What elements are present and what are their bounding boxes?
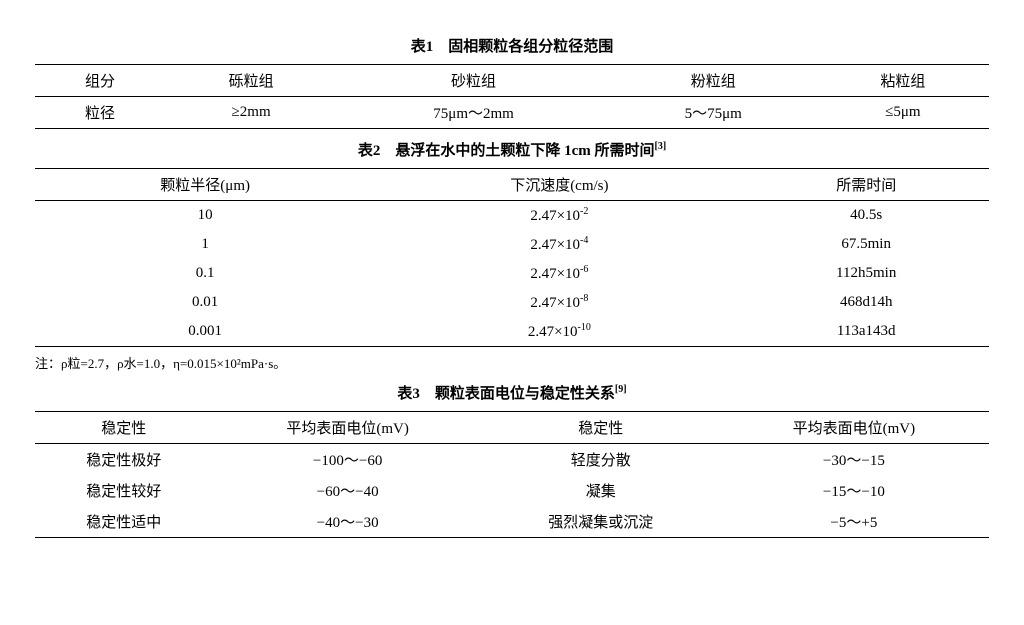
t2-time: 40.5s [743,201,989,231]
table3-title-text: 表3 颗粒表面电位与稳定性关系 [397,386,615,402]
t2-radius: 0.001 [35,317,375,347]
t2-radius: 10 [35,201,375,231]
t2-time: 113a143d [743,317,989,347]
t2-radius: 1 [35,230,375,259]
t3-cell: −40～−30 [213,506,483,538]
t2-radius: 0.01 [35,288,375,317]
t2-radius: 0.1 [35,259,375,288]
table3: 稳定性 平均表面电位(mV) 稳定性 平均表面电位(mV) 稳定性极好−100～… [35,411,989,538]
t3-cell: −15～−10 [719,475,989,506]
t3-h1: 平均表面电位(mV) [213,412,483,444]
t2-time: 468d14h [743,288,989,317]
t1-v1: 75μm～2mm [337,97,610,129]
t1-h1: 砾粒组 [165,65,337,97]
t2-time: 112h5min [743,259,989,288]
t1-v2: 5～75μm [610,97,817,129]
t2-time: 67.5min [743,230,989,259]
table3-ref: [9] [615,384,627,395]
t2-speed: 2.47×10-10 [375,317,743,347]
table3-title: 表3 颗粒表面电位与稳定性关系[9] [35,382,989,403]
t2-speed: 2.47×10-6 [375,259,743,288]
table-row: 0.0012.47×10-10113a143d [35,317,989,347]
table2-note: 注：ρ粒=2.7，ρ水=1.0，η=0.015×10²mPa·s。 [35,353,989,372]
t3-h3: 平均表面电位(mV) [719,412,989,444]
t2-h2: 所需时间 [743,169,989,201]
table1-title: 表1 固相颗粒各组分粒径范围 [35,35,989,56]
t1-h3: 粉粒组 [610,65,817,97]
table-row: 0.012.47×10-8468d14h [35,288,989,317]
table-row: 稳定性极好−100～−60轻度分散−30～−15 [35,444,989,476]
t3-cell: 稳定性较好 [35,475,213,506]
t3-h0: 稳定性 [35,412,213,444]
t3-h2: 稳定性 [483,412,719,444]
t3-cell: 凝集 [483,475,719,506]
t3-cell: 强烈凝集或沉淀 [483,506,719,538]
t2-speed: 2.47×10-4 [375,230,743,259]
table2-ref: [3] [654,141,666,152]
t3-cell: 轻度分散 [483,444,719,476]
t1-v3: ≤5μm [817,97,989,129]
table2-title: 表2 悬浮在水中的土颗粒下降 1cm 所需时间[3] [35,139,989,160]
t2-h1: 下沉速度(cm/s) [375,169,743,201]
table2-title-text: 表2 悬浮在水中的土颗粒下降 1cm 所需时间 [358,143,655,159]
t1-h2: 砂粒组 [337,65,610,97]
t3-cell: 稳定性适中 [35,506,213,538]
table-row: 0.12.47×10-6112h5min [35,259,989,288]
t3-cell: −60～−40 [213,475,483,506]
t3-cell: −100～−60 [213,444,483,476]
table-row: 102.47×10-240.5s [35,201,989,231]
t2-h0: 颗粒半径(μm) [35,169,375,201]
table-row: 稳定性较好−60～−40凝集−15～−10 [35,475,989,506]
table1: 组分 砾粒组 砂粒组 粉粒组 粘粒组 粒径 ≥2mm 75μm～2mm 5～75… [35,64,989,129]
table2: 颗粒半径(μm) 下沉速度(cm/s) 所需时间 102.47×10-240.5… [35,168,989,347]
t3-cell: 稳定性极好 [35,444,213,476]
t1-h4: 粘粒组 [817,65,989,97]
t2-speed: 2.47×10-8 [375,288,743,317]
t1-rowlabel: 粒径 [35,97,165,129]
table-row: 稳定性适中−40～−30强烈凝集或沉淀−5～+5 [35,506,989,538]
table-row: 12.47×10-467.5min [35,230,989,259]
t3-cell: −5～+5 [719,506,989,538]
t1-h0: 组分 [35,65,165,97]
t3-cell: −30～−15 [719,444,989,476]
t1-v0: ≥2mm [165,97,337,129]
t2-speed: 2.47×10-2 [375,201,743,231]
